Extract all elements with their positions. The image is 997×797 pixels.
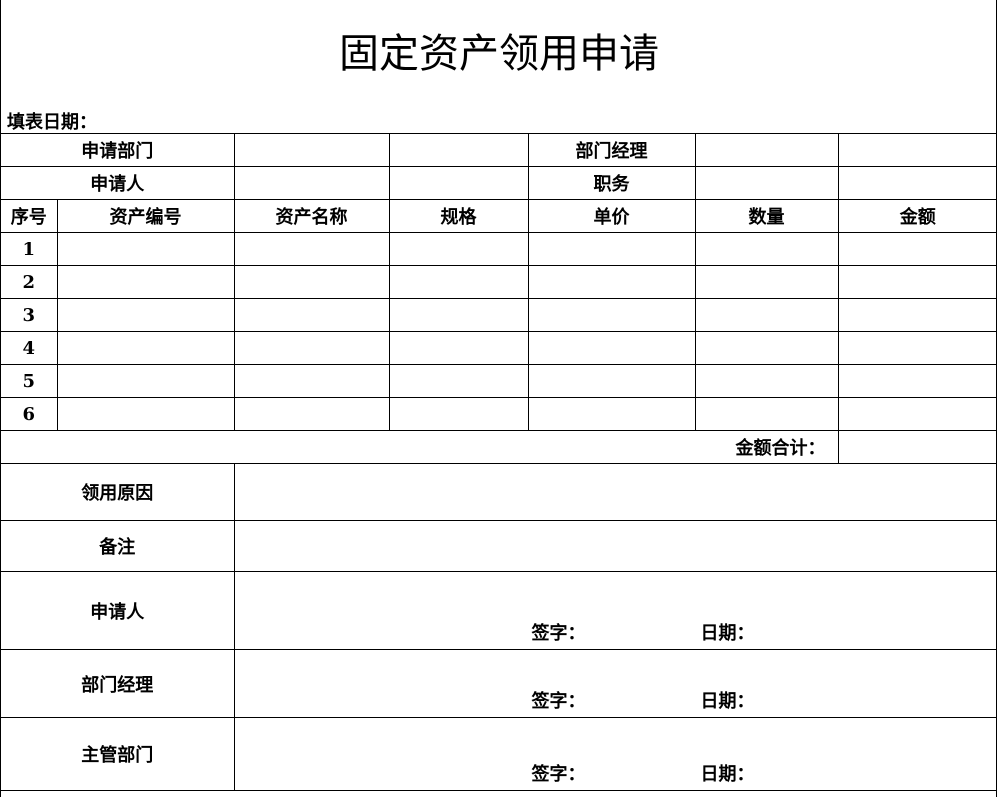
reason-label: 领用原因 [1,463,235,521]
header-row: 序号 资产编号 资产名称 规格 单价 数量 金额 [1,199,997,233]
sign-label: 部门经理 [1,649,235,718]
position-label: 职务 [527,166,696,200]
cell-spec[interactable] [388,232,529,266]
blank-cell[interactable] [388,133,529,167]
col-header-unit-price: 单价 [527,199,696,233]
cell-amount[interactable] [837,265,997,299]
cell-asset-name[interactable] [233,364,390,398]
info-row-2: 申请人 职务 [1,166,997,200]
cell-asset-name[interactable] [233,397,390,431]
blank-cell[interactable] [837,133,997,167]
applicant-label: 申请人 [1,166,235,200]
cell-asset-no[interactable] [56,265,235,299]
cell-asset-no[interactable] [56,331,235,365]
cell-spec[interactable] [388,331,529,365]
remark-row: 备注 [1,520,997,572]
cell-unit-price[interactable] [527,298,696,332]
cell-quantity[interactable] [694,331,839,365]
table-row: 5 [1,364,997,398]
row-index: 5 [1,364,58,398]
apply-dept-cell[interactable] [233,133,390,167]
sign-row-manager: 部门经理 签字： 日期： [1,649,997,718]
col-header-asset-name: 资产名称 [233,199,390,233]
fill-date-label: 填表日期： [7,112,97,133]
cell-amount[interactable] [837,364,997,398]
table-row: 3 [1,298,997,332]
sign-cell[interactable]: 签字： 日期： [233,717,997,791]
asset-table: 申请部门 部门经理 申请人 职务 序号 资产编号 资产名称 规格 单价 数量 金… [1,133,997,791]
remark-cell[interactable] [233,520,997,572]
col-header-quantity: 数量 [694,199,839,233]
col-header-asset-no: 资产编号 [56,199,235,233]
col-header-index: 序号 [1,199,58,233]
applicant-cell[interactable] [233,166,390,200]
apply-dept-label: 申请部门 [1,133,235,167]
cell-amount[interactable] [837,232,997,266]
dept-manager-label: 部门经理 [527,133,696,167]
cell-asset-name[interactable] [233,232,390,266]
reason-row: 领用原因 [1,463,997,521]
table-row: 2 [1,265,997,299]
date-text: 日期： [700,691,755,712]
cell-quantity[interactable] [694,364,839,398]
cell-quantity[interactable] [694,232,839,266]
sign-cell[interactable]: 签字： 日期： [233,571,997,650]
cell-amount[interactable] [837,298,997,332]
cell-unit-price[interactable] [527,397,696,431]
cell-amount[interactable] [837,397,997,431]
total-label: 金额合计： [1,430,839,464]
cell-unit-price[interactable] [527,232,696,266]
cell-unit-price[interactable] [527,265,696,299]
cell-quantity[interactable] [694,298,839,332]
sign-text: 签字： [531,691,586,712]
cell-unit-price[interactable] [527,364,696,398]
total-row: 金额合计： [1,430,997,464]
cell-asset-no[interactable] [56,298,235,332]
sign-text: 签字： [531,764,586,785]
table-row: 6 [1,397,997,431]
cell-asset-no[interactable] [56,232,235,266]
info-row-1: 申请部门 部门经理 [1,133,997,167]
cell-asset-name[interactable] [233,265,390,299]
dept-manager-cell[interactable] [694,133,839,167]
row-index: 1 [1,232,58,266]
col-header-amount: 金额 [837,199,997,233]
cell-asset-name[interactable] [233,331,390,365]
sign-row-supervisor: 主管部门 签字： 日期： [1,717,997,791]
cell-unit-price[interactable] [527,331,696,365]
sign-text: 签字： [531,623,586,644]
row-index: 3 [1,298,58,332]
cell-spec[interactable] [388,397,529,431]
sign-label: 主管部门 [1,717,235,791]
table-row: 4 [1,331,997,365]
row-index: 6 [1,397,58,431]
sign-cell[interactable]: 签字： 日期： [233,649,997,718]
remark-label: 备注 [1,520,235,572]
date-text: 日期： [700,623,755,644]
blank-cell[interactable] [837,166,997,200]
col-header-spec: 规格 [388,199,529,233]
blank-cell[interactable] [388,166,529,200]
reason-cell[interactable] [233,463,997,521]
cell-quantity[interactable] [694,397,839,431]
cell-asset-name[interactable] [233,298,390,332]
row-index: 4 [1,331,58,365]
date-text: 日期： [700,764,755,785]
cell-spec[interactable] [388,364,529,398]
table-row: 1 [1,232,997,266]
sign-row-applicant: 申请人 签字： 日期： [1,571,997,650]
form-title: 固定资产领用申请 [339,31,659,77]
cell-asset-no[interactable] [56,364,235,398]
position-cell[interactable] [694,166,839,200]
cell-spec[interactable] [388,298,529,332]
cell-amount[interactable] [837,331,997,365]
total-cell[interactable] [837,430,997,464]
row-index: 2 [1,265,58,299]
sign-label: 申请人 [1,571,235,650]
cell-asset-no[interactable] [56,397,235,431]
cell-spec[interactable] [388,265,529,299]
cell-quantity[interactable] [694,265,839,299]
